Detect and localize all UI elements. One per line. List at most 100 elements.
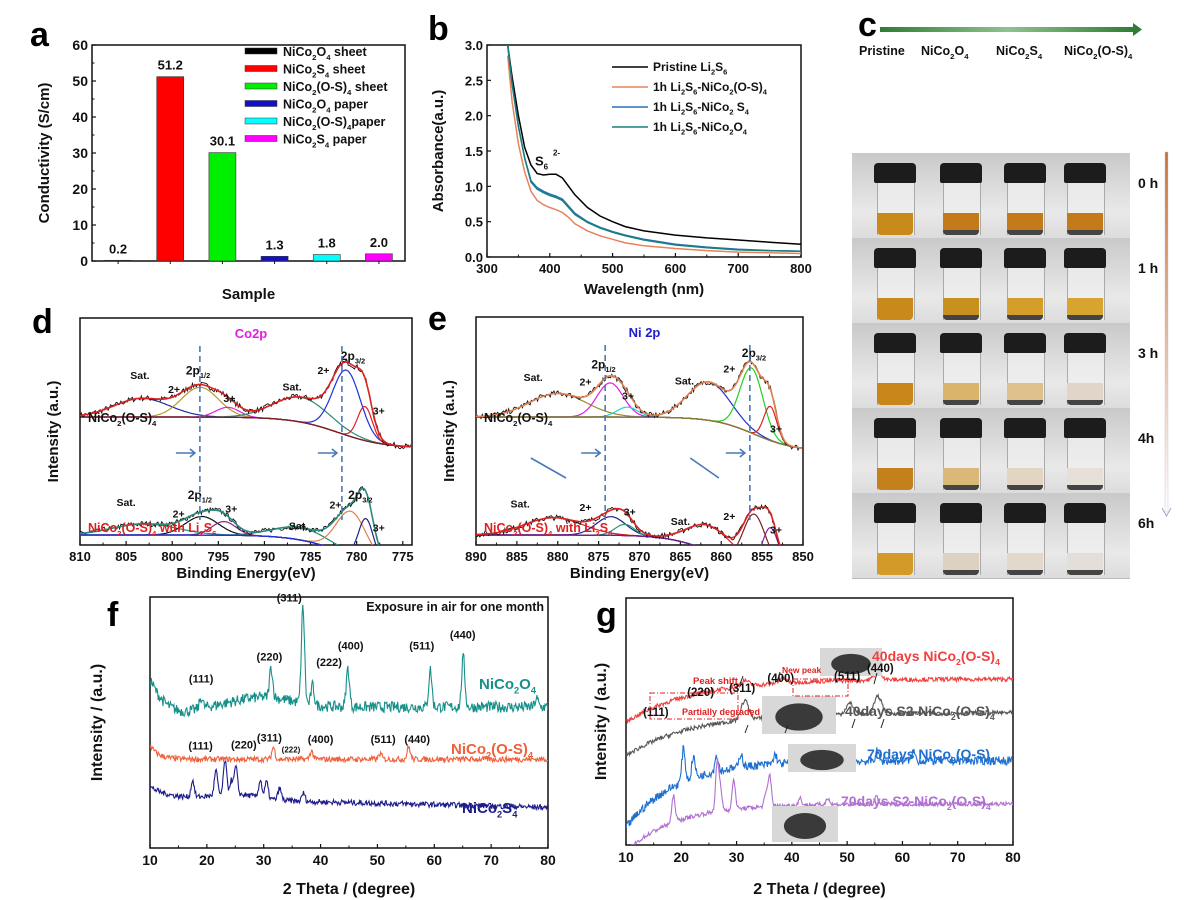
panel-letter-b: b — [428, 10, 449, 48]
chart-b-absorbance: 0.0 0.5 1.0 1.5 2.0 2.5 3.0 300 400 500 600 700 800 P… — [430, 38, 812, 298]
vial-cap — [1064, 248, 1106, 268]
peak-label: Sat. — [282, 382, 301, 394]
vial-cap — [1004, 333, 1046, 353]
y-tick-label: 20 — [72, 181, 88, 197]
x-tick-label: 700 — [727, 261, 749, 276]
vial-sediment — [1067, 230, 1103, 235]
peak-label: 2+ — [580, 502, 592, 514]
vial-liquid — [877, 468, 913, 490]
time-label: 4h — [1138, 430, 1155, 446]
vial — [1064, 238, 1106, 323]
panel-letter-e: e — [428, 300, 447, 338]
x-tick-label: 890 — [465, 549, 487, 564]
vial-cap — [1004, 418, 1046, 438]
spectrum-title: Ni 2p — [629, 325, 661, 340]
miller-index-label: (222) — [282, 746, 301, 755]
legend-label: NiCo2O4 paper — [283, 98, 368, 115]
y-tick-label: 10 — [72, 217, 88, 233]
sample-pellet — [800, 749, 844, 771]
panel-letter-a: a — [30, 16, 49, 54]
vial-liquid — [943, 383, 979, 405]
top-gradient-arrow-head — [1133, 23, 1142, 36]
vial — [940, 153, 982, 238]
vial-cap — [874, 163, 916, 183]
x-tick-label: 775 — [392, 549, 414, 564]
x-tick-label: 860 — [710, 549, 732, 564]
orbital-label: 2p1/2 — [186, 364, 210, 381]
x-tick-label: 850 — [792, 549, 814, 564]
vial-cap — [940, 163, 982, 183]
vial-cap — [874, 418, 916, 438]
vial-sediment — [1067, 315, 1103, 320]
x-axis-title: 2 Theta / (degree) — [283, 881, 415, 898]
miller-index-label: (440) — [404, 734, 430, 746]
series-label: NiCo2(O-S)4 — [451, 741, 534, 761]
photo-row-0h — [852, 153, 1130, 239]
shift-arrow-head — [331, 448, 339, 458]
peak-label: 3+ — [624, 507, 636, 519]
vial-liquid — [1007, 383, 1043, 405]
vial-liquid — [943, 468, 979, 490]
satellite-arrow — [689, 457, 720, 479]
legend-label: 1h Li2S6-NiCo2O4 — [653, 120, 748, 137]
peak-annotation: S6 — [535, 154, 549, 172]
vial-liquid — [1007, 298, 1043, 320]
series-line-1h-li2s6-nico2o4 — [506, 45, 801, 253]
vial-cap — [1064, 163, 1106, 183]
vial-column-label: NiCo2(O-S)4 — [1064, 44, 1133, 61]
x-tick-label: 400 — [539, 261, 561, 276]
vial — [874, 323, 916, 408]
peak-label: Sat. — [130, 370, 149, 382]
x-tick-label: 805 — [115, 549, 137, 564]
y-axis-title: Intensity (a.u.) — [45, 381, 62, 483]
peak-indicator-arrow — [851, 718, 856, 729]
x-tick-label: 30 — [729, 849, 745, 865]
vial-cap — [1004, 503, 1046, 523]
x-tick-label: 70 — [483, 852, 499, 868]
vial — [874, 153, 916, 238]
bar-value-label: 0.2 — [109, 241, 127, 256]
vial — [1004, 238, 1046, 323]
x-tick-label: 20 — [199, 852, 215, 868]
y-axis-title: Intensity / (a.u.) — [89, 664, 106, 781]
vial — [1004, 408, 1046, 493]
vial-liquid — [1067, 553, 1103, 575]
x-tick-label: 865 — [670, 549, 692, 564]
shift-arrow-head — [739, 448, 747, 458]
chart-title: Exposure in air for one month — [366, 600, 544, 614]
x-axis-title: Sample — [222, 286, 275, 303]
vial — [1064, 323, 1106, 408]
bar-nico2o4-sheet — [104, 259, 132, 262]
x-tick-label: 50 — [839, 849, 855, 865]
shift-arrow-head — [594, 448, 602, 458]
y-tick-label: 60 — [72, 37, 88, 53]
x-axis-title: Wavelength (nm) — [584, 281, 704, 298]
series-label: NiCo2(O-S)4 — [88, 411, 157, 428]
peak-label: 2+ — [317, 365, 329, 377]
miller-index-label: (400) — [338, 640, 364, 652]
vial — [940, 408, 982, 493]
series-line-pristine-li2s6 — [506, 45, 801, 246]
envelope-fit — [476, 506, 781, 545]
y-axis-title: Conductivity (S/cm) — [36, 83, 53, 224]
vial-cap — [1064, 418, 1106, 438]
peak-label: Sat. — [116, 497, 135, 509]
orbital-label: 2p3/2 — [742, 346, 766, 363]
vial — [1004, 153, 1046, 238]
legend-swatch — [244, 82, 278, 90]
x-tick-label: 880 — [547, 549, 569, 564]
y-axis-title: Intensity / (a.u.) — [593, 663, 610, 780]
x-tick-label: 885 — [506, 549, 528, 564]
bar-value-label: 1.3 — [266, 237, 284, 252]
y-tick-label: 1.0 — [465, 179, 483, 194]
chart-a-conductivity: 0 10 20 30 40 50 60 0.2 51.2 30.1 1.3 1.8 2.0 Sample C… — [36, 37, 406, 303]
x-tick-label: 50 — [370, 852, 386, 868]
panel-letter-c: c — [858, 6, 877, 44]
vial-cap — [874, 503, 916, 523]
miller-index-label: (111) — [643, 707, 669, 719]
x-tick-label: 810 — [69, 549, 91, 564]
peak-label: 2+ — [723, 364, 735, 376]
x-axis-title: Binding Energy(eV) — [570, 565, 709, 582]
panel-c-annotations: Pristine NiCo2O4 NiCo2S4 NiCo2(O-S)4 — [859, 23, 1172, 518]
